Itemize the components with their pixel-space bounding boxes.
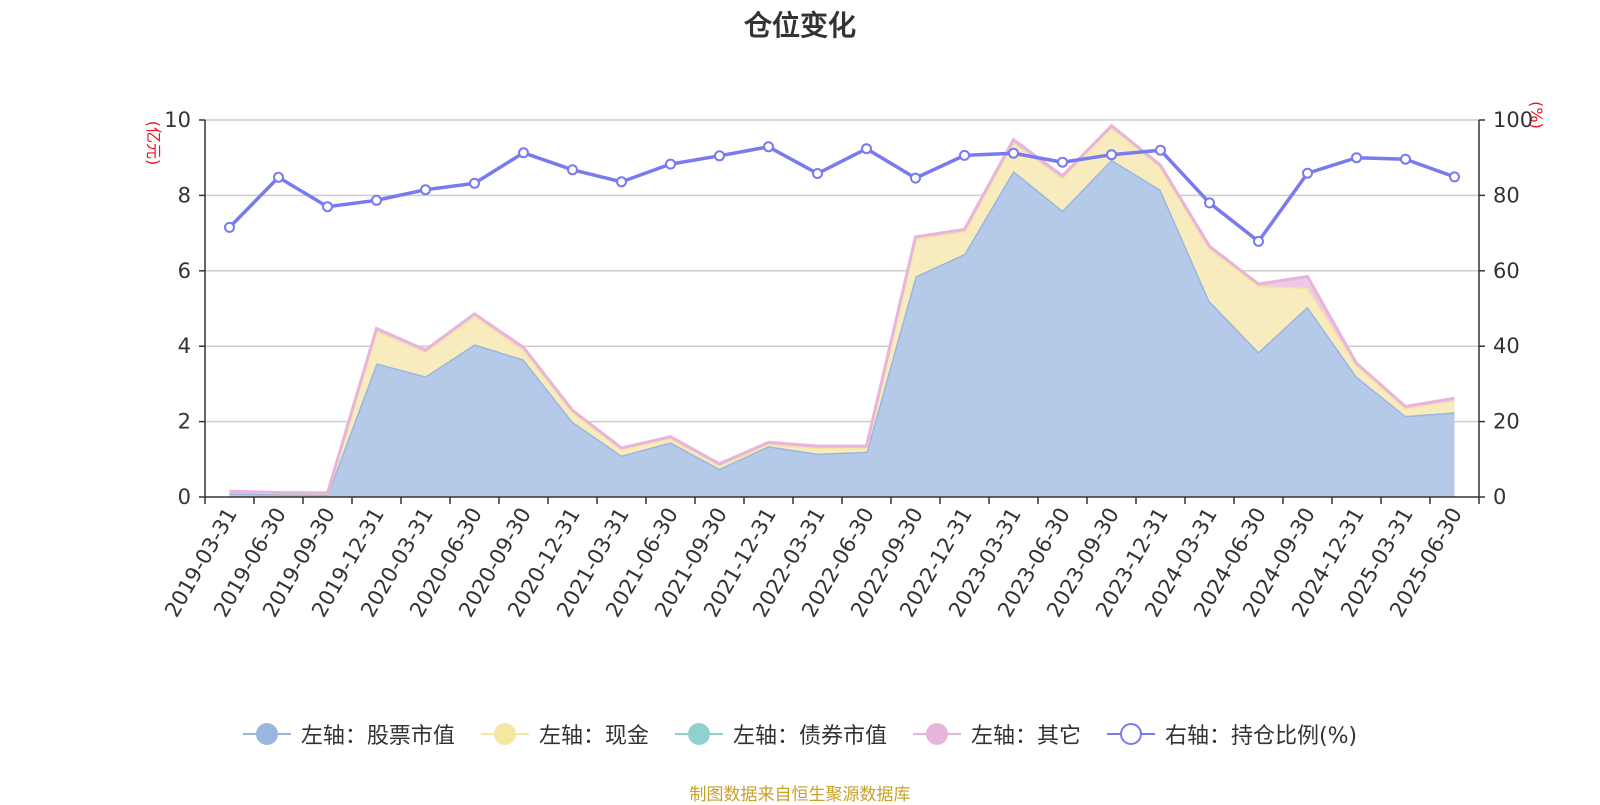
right-axis-tick-label: 0 (1493, 485, 1506, 509)
ratio-point (371, 194, 382, 206)
ratio-point (1204, 197, 1215, 209)
ratio-point (1106, 149, 1117, 161)
left-axis-tick-label: 0 (178, 485, 191, 509)
legend-swatch-icon (674, 722, 723, 746)
area-fill (229, 159, 1455, 497)
ratio-point (861, 143, 872, 155)
legend-label: 左轴：债券市值 (732, 724, 887, 749)
ratio-point (273, 171, 284, 183)
legend-item[interactable]: 左轴：股票市值 (242, 718, 455, 750)
legend-swatch-icon (1106, 722, 1155, 746)
left-axis-tick-label: 10 (164, 108, 191, 132)
right-axis-tick-label: 40 (1493, 334, 1520, 358)
ratio-point (616, 176, 627, 188)
legend-swatch-icon (912, 722, 961, 746)
ratio-point (322, 201, 333, 213)
right-axis-tick-label: 80 (1493, 183, 1520, 207)
stacked-areas (229, 123, 1455, 497)
ratio-point (567, 164, 578, 176)
legend-item[interactable]: 右轴：持仓比例(%) (1106, 718, 1358, 750)
ratio-point (1057, 156, 1068, 168)
ratio-point (518, 147, 529, 159)
right-axis-unit-label: (%) (1527, 101, 1546, 129)
legend-item[interactable]: 左轴：现金 (480, 718, 649, 750)
ratio-point (1302, 167, 1313, 179)
left-axis-tick-label: 4 (178, 334, 191, 358)
right-axis-tick-label: 20 (1493, 410, 1520, 434)
ratio-point (420, 184, 431, 196)
ratio-point (1253, 235, 1264, 247)
legend-swatch-icon (242, 722, 291, 746)
legend-label: 左轴：股票市值 (300, 724, 455, 749)
ratio-point (1008, 147, 1019, 159)
legend-swatch-icon (480, 722, 529, 746)
right-axis-tick-label: 100 (1493, 108, 1533, 132)
ratio-point (959, 149, 970, 161)
ratio-point (665, 158, 676, 170)
ratio-point (714, 150, 725, 162)
ratio-point (763, 141, 774, 153)
ratio-point (224, 221, 235, 233)
legend-item[interactable]: 左轴：其它 (912, 718, 1081, 750)
left-axis-tick-label: 2 (178, 410, 191, 434)
legend-label: 左轴：现金 (538, 724, 649, 749)
ratio-point (1155, 144, 1166, 156)
ratio-point (910, 172, 921, 184)
ratio-point (1449, 171, 1460, 183)
chart-legend: 左轴：股票市值 左轴：现金 左轴：债券市值 左轴：其它 右轴：持仓比例(%) (0, 718, 1600, 750)
ratio-point (469, 177, 480, 189)
ratio-line (224, 141, 1460, 247)
legend-label: 左轴：其它 (970, 724, 1081, 749)
legend-item[interactable]: 左轴：债券市值 (674, 718, 887, 750)
ratio-point (1400, 153, 1411, 165)
left-axis-tick-label: 6 (178, 259, 191, 283)
chart-title: 仓位变化 (743, 9, 856, 42)
right-axis-tick-label: 60 (1493, 259, 1520, 283)
ratio-line-path (228, 144, 1456, 244)
ratio-point (812, 168, 823, 179)
data-source-note: 制图数据来自恒生聚源数据库 (689, 785, 911, 805)
area-edge-line (229, 123, 1455, 495)
legend-label: 右轴：持仓比例(%) (1164, 724, 1358, 749)
left-axis-tick-label: 8 (178, 183, 191, 207)
ratio-point (1351, 152, 1362, 164)
left-axis-unit-label: (亿元) (144, 121, 163, 166)
